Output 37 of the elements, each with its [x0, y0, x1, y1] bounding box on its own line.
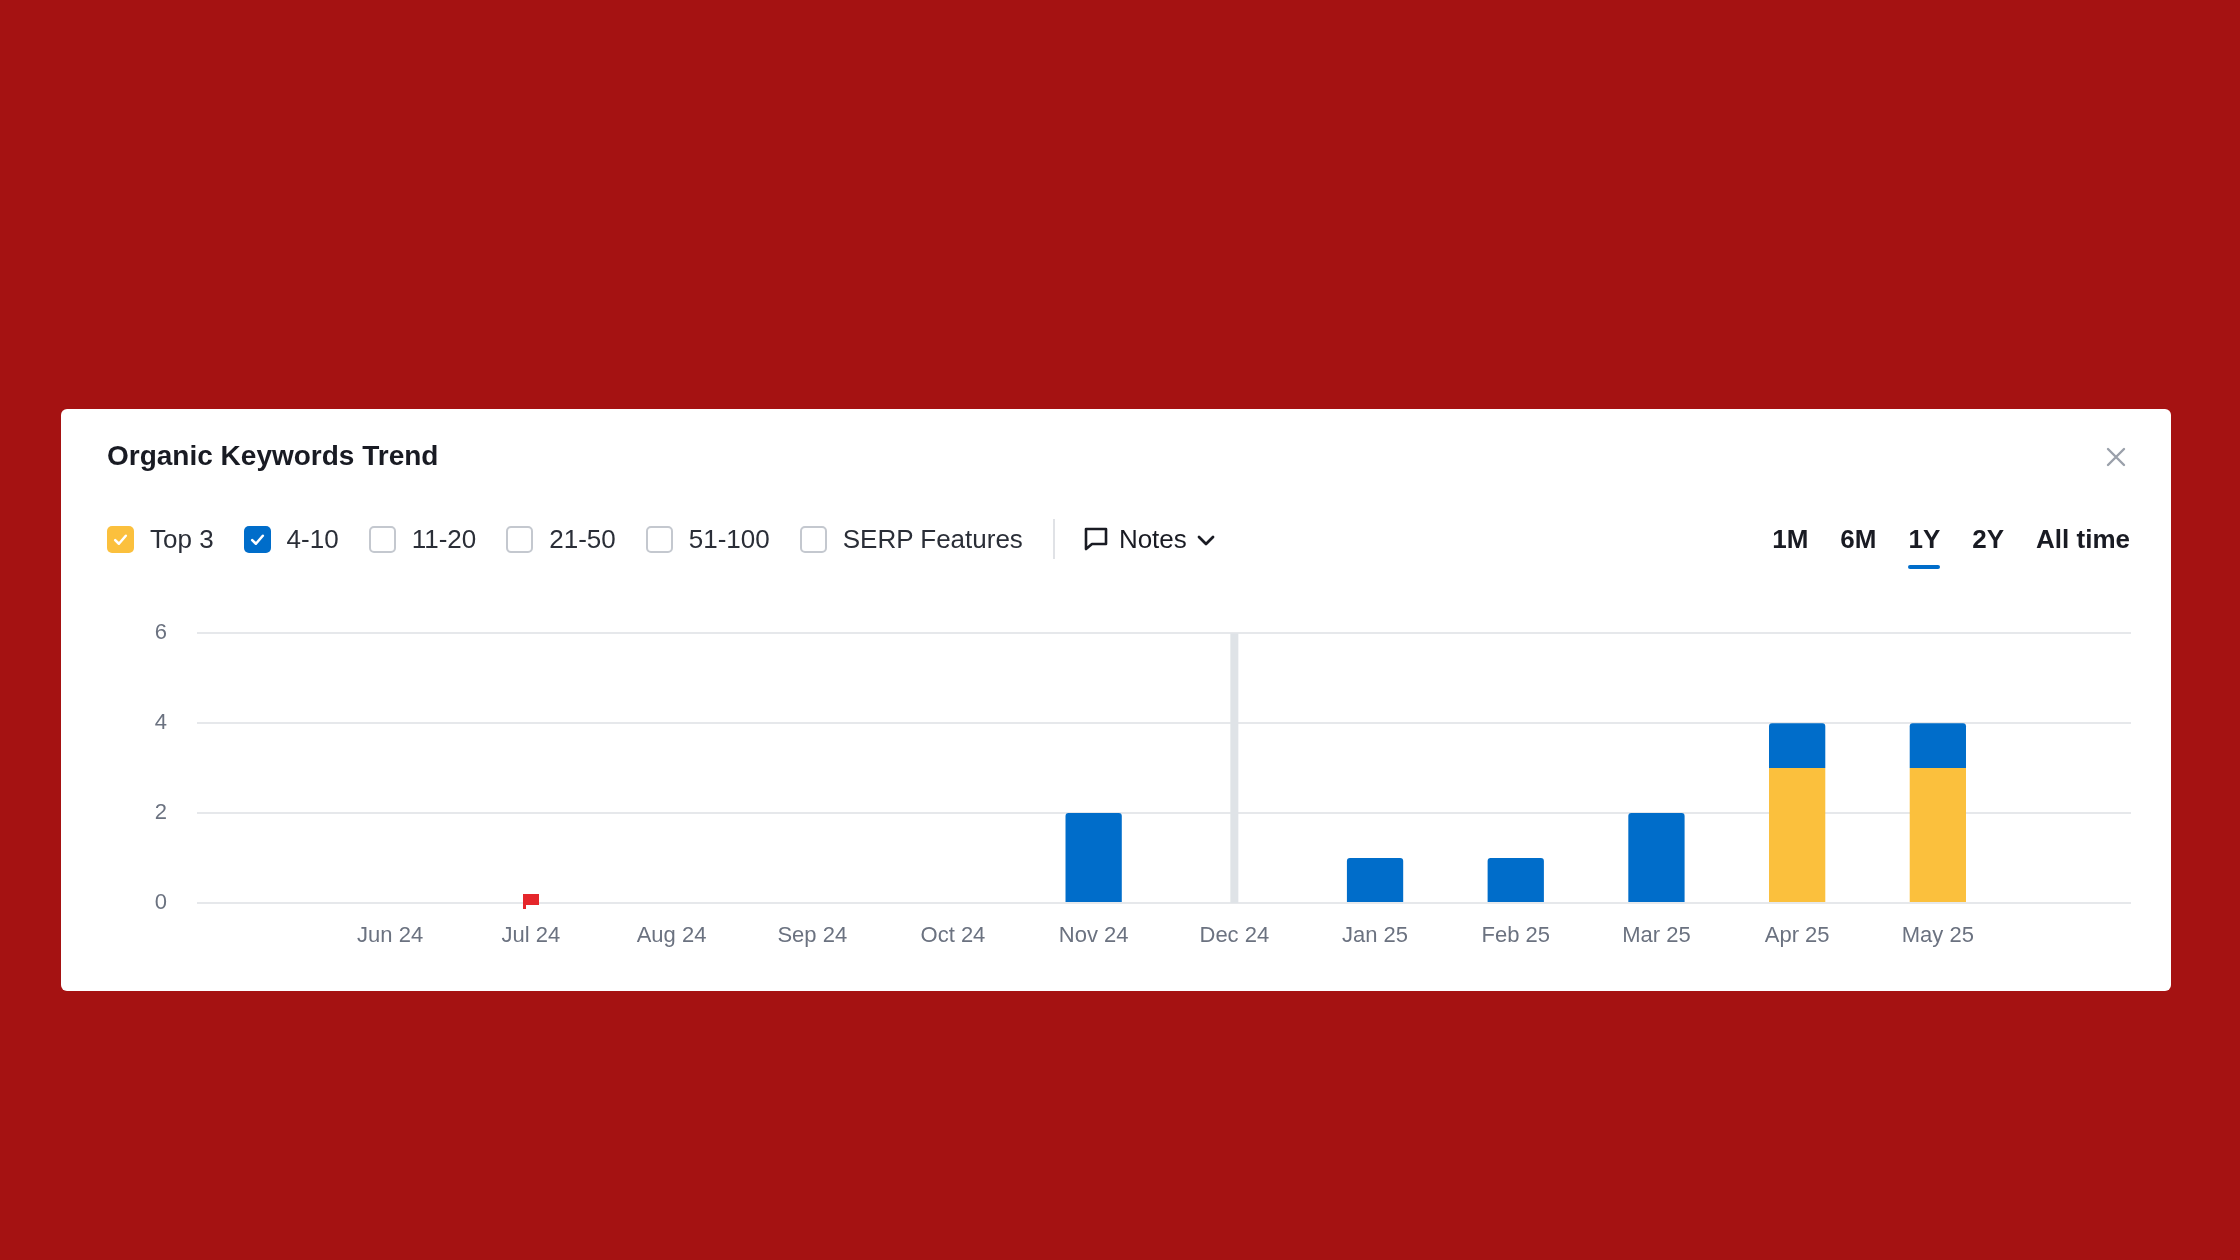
- legend-label: 11-20: [411, 523, 477, 555]
- x-tick-label: Apr 25: [1764, 922, 1830, 948]
- x-tick-label: Jul 24: [501, 922, 561, 948]
- x-tick-label: Aug 24: [636, 922, 707, 948]
- text: 1M: [1772, 523, 1809, 555]
- legend-label: 4-10: [286, 523, 339, 555]
- bar: [1769, 723, 1826, 769]
- bar: [1487, 858, 1544, 902]
- bar: [1769, 768, 1826, 902]
- legend-label: SERP Features: [842, 523, 1023, 555]
- text: All time: [2036, 523, 2130, 555]
- x-tick-label: Dec 24: [1199, 922, 1270, 948]
- text: 2Y: [1972, 523, 2005, 555]
- text: 6M: [1840, 523, 1877, 555]
- bar: [1628, 813, 1685, 902]
- y-tick-label: 6: [154, 619, 167, 645]
- bar: [1065, 813, 1122, 902]
- text: 1Y: [1908, 523, 1941, 555]
- x-tick-label: Nov 24: [1058, 922, 1129, 948]
- x-tick-label: Mar 25: [1622, 922, 1691, 948]
- x-tick-label: Sep 24: [777, 922, 848, 948]
- text: Notes: [1118, 523, 1187, 555]
- bar: [1909, 768, 1966, 902]
- chart-title: Organic Keywords Trend: [107, 439, 439, 473]
- y-tick-label: 0: [154, 889, 167, 915]
- legend-label: 51-100: [688, 523, 770, 555]
- y-tick-label: 4: [154, 709, 167, 735]
- bar: [1909, 723, 1966, 769]
- bar: [1346, 858, 1404, 902]
- x-tick-label: Feb 25: [1481, 922, 1550, 948]
- x-tick-label: May 25: [1901, 922, 1974, 948]
- x-tick-label: Jun 24: [357, 922, 424, 948]
- legend-label: 21-50: [549, 523, 616, 555]
- x-tick-label: Oct 24: [920, 922, 986, 948]
- x-tick-label: Jan 25: [1342, 922, 1409, 948]
- legend-label: Top 3: [150, 523, 214, 555]
- y-tick-label: 2: [154, 799, 167, 825]
